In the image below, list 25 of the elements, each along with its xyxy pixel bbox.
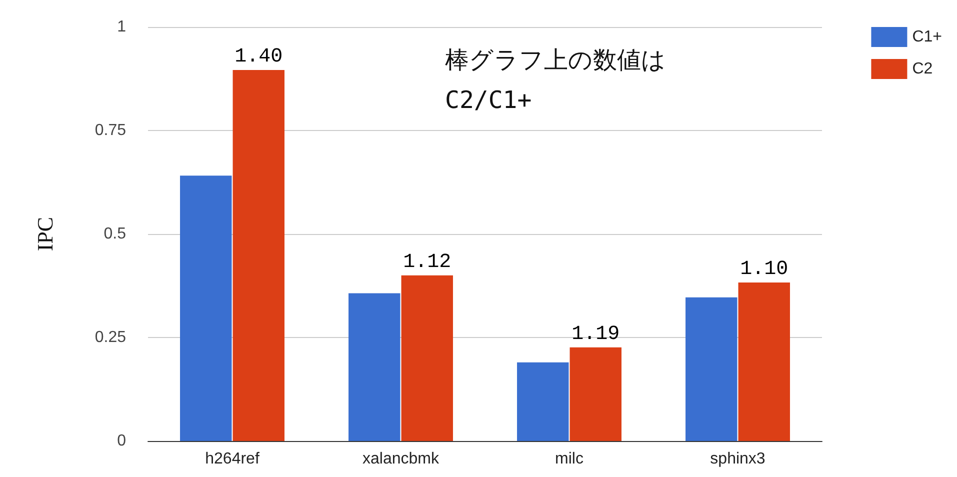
x-tick-label: xalancbmk	[362, 450, 440, 468]
bar	[401, 275, 453, 441]
bar	[180, 176, 232, 441]
x-tick-label: h264ref	[205, 450, 260, 468]
bar	[570, 347, 622, 441]
y-tick-label: 0	[117, 432, 126, 450]
y-tick-label: 1	[117, 18, 126, 36]
y-tick-label: 0.25	[94, 329, 126, 346]
bar	[348, 293, 400, 441]
bar	[686, 297, 738, 441]
x-tick-label: sphinx3	[710, 450, 766, 468]
y-tick-label: 0.75	[94, 122, 126, 139]
x-tick-label: milc	[555, 450, 584, 468]
annotation: 1.19	[572, 322, 620, 346]
legend-label: C2	[912, 60, 933, 78]
annotation: 1.40	[234, 46, 283, 69]
annotation: 棒グラフ上の数値は C2/C1+	[445, 46, 666, 114]
y-tick-label: 0.5	[104, 226, 126, 242]
bar	[232, 70, 284, 441]
y-axis-title: IPC	[32, 216, 58, 252]
annotation: 1.12	[403, 250, 452, 274]
annotation: 1.10	[740, 258, 788, 281]
bar	[517, 362, 569, 441]
legend-label: C1+	[912, 28, 942, 46]
bar	[738, 282, 790, 441]
